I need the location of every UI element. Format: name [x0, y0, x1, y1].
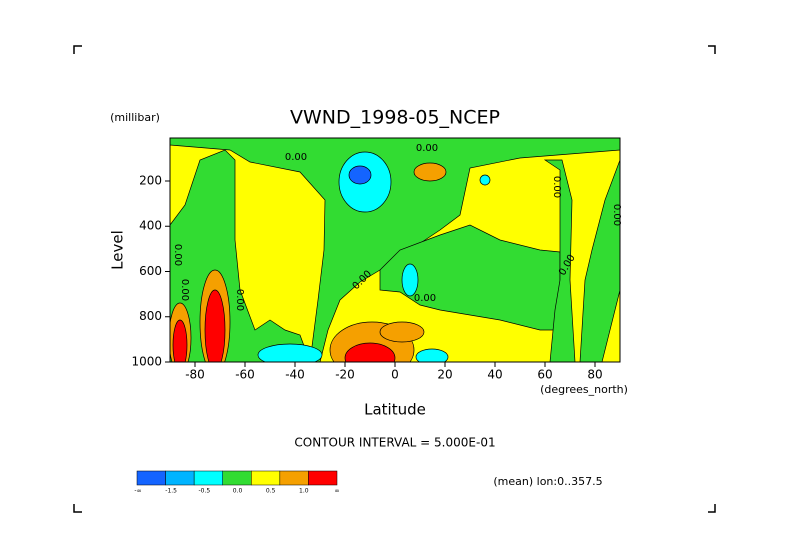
x-tick-label: 20 — [437, 368, 452, 382]
x-tick-label: 80 — [587, 368, 602, 382]
contour-label: 0.00 — [234, 289, 245, 311]
x-tick-label: 60 — [537, 368, 552, 382]
contour-label: 0.00 — [551, 176, 562, 198]
colorbar-swatch — [193, 470, 223, 486]
y-tick-label: 1000 — [131, 355, 162, 369]
colorbar-label: 0.0 — [233, 488, 243, 495]
colorbar-swatch — [308, 470, 338, 486]
corner-marks — [73, 45, 716, 513]
colorbar-swatch — [165, 470, 195, 486]
y-tick-label: 400 — [139, 219, 162, 233]
y-units: (millibar) — [110, 111, 160, 124]
x-axis-label: Latitude — [364, 401, 426, 419]
colorbar-swatch — [222, 470, 252, 486]
contour-interval: CONTOUR INTERVAL = 5.000E-01 — [294, 436, 495, 450]
colorbar-swatch — [136, 470, 166, 486]
colorbar-swatch — [279, 470, 309, 486]
y-tick-label: 800 — [139, 309, 162, 323]
x-tick-label: 0 — [391, 368, 399, 382]
colorbar-label: ∞ — [335, 488, 340, 495]
colorbar-label: 0.5 — [266, 488, 276, 495]
contour-label: 0.00 — [414, 293, 436, 304]
contour-label: 0.00 — [416, 143, 438, 154]
x-tick-label: -60 — [235, 368, 255, 382]
contour-label: 0.00 — [179, 279, 190, 301]
x-tick-label: -20 — [335, 368, 355, 382]
colorbar-swatch — [251, 470, 281, 486]
x-tick-label: -40 — [285, 368, 305, 382]
x-tick-label: 40 — [487, 368, 502, 382]
colorbar-label: -0.5 — [198, 488, 210, 495]
x-units: (degrees_north) — [540, 383, 628, 396]
y-tick-label: 200 — [139, 173, 162, 187]
contour-label: 0.00 — [172, 244, 183, 266]
contour-label: 0.00 — [611, 204, 622, 226]
mean-note: (mean) lon:0..357.5 — [493, 475, 602, 488]
colorbar-label: -∞ — [134, 488, 141, 495]
colorbar-label: 1.0 — [299, 488, 309, 495]
chart-title: VWND_1998-05_NCEP — [290, 107, 500, 129]
contour-field — [170, 138, 620, 362]
y-axis-label: Level — [109, 230, 127, 270]
contour-label: 0.00 — [285, 152, 307, 163]
y-tick-label: 600 — [139, 264, 162, 278]
colorbar-label: -1.5 — [165, 488, 177, 495]
x-tick-label: -80 — [185, 368, 205, 382]
